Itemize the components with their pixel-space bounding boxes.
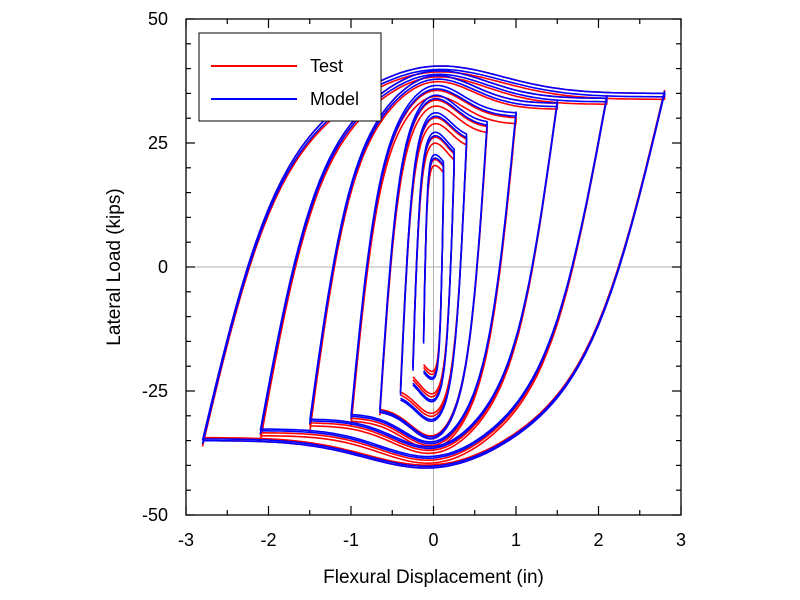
x-tick-label: 3	[676, 530, 686, 550]
zero-reference-lines	[186, 19, 681, 515]
legend: Test Model	[198, 32, 382, 122]
series-curves	[201, 65, 666, 469]
y-tick-label: 25	[148, 133, 168, 153]
x-tick-label: 2	[593, 530, 603, 550]
model-hysteresis-loop	[422, 157, 445, 379]
x-tick-label: -3	[178, 530, 194, 550]
y-tick-label: -25	[142, 381, 168, 401]
tick-labels: -3 -2 -1 0 1 2 3 -50 -25 0 25 50	[142, 9, 686, 550]
model-hysteresis-loop	[309, 78, 559, 448]
model-hysteresis-loop	[412, 135, 455, 401]
y-tick-label: -50	[142, 505, 168, 525]
x-tick-label: -1	[343, 530, 359, 550]
axis-ticks	[185, 18, 682, 516]
x-axis-title: Flexural Displacement (in)	[323, 567, 544, 588]
x-tick-label: -2	[260, 530, 276, 550]
model-hysteresis-loop	[379, 97, 488, 438]
legend-label: Test	[310, 56, 343, 76]
y-axis-title: Lateral Load (kips)	[104, 188, 125, 345]
legend-label: Model	[310, 89, 359, 109]
y-tick-label: 50	[148, 9, 168, 29]
x-tick-label: 0	[428, 530, 438, 550]
x-tick-label: 1	[511, 530, 521, 550]
model-hysteresis-loop	[350, 88, 517, 443]
y-tick-label: 0	[158, 257, 168, 277]
legend-box	[198, 32, 382, 122]
model-hysteresis-loop	[399, 115, 468, 421]
